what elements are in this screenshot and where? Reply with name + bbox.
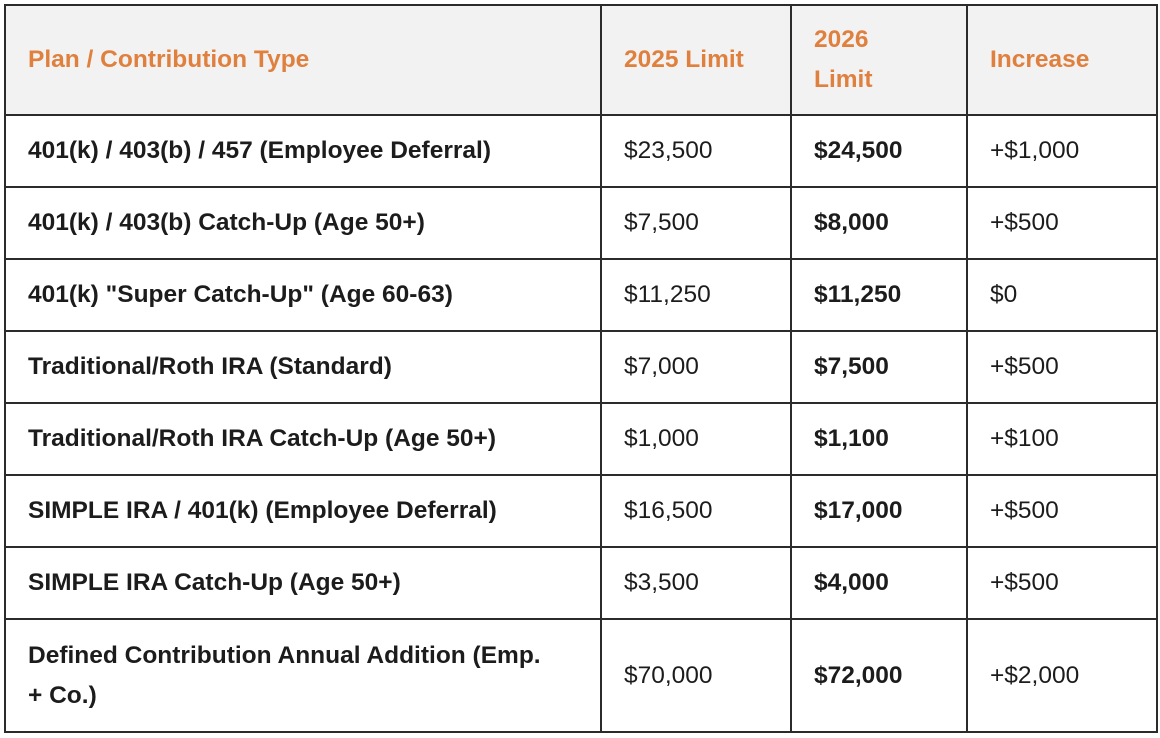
table-row: SIMPLE IRA / 401(k) (Employee Deferral) … xyxy=(4,474,1158,548)
cell-2025-limit: $1,000 xyxy=(600,402,792,476)
cell-increase: $0 xyxy=(966,258,1158,332)
header-2025-limit: 2025 Limit xyxy=(600,4,792,116)
cell-2026-limit: $4,000 xyxy=(790,546,968,620)
table-row: Traditional/Roth IRA Catch-Up (Age 50+) … xyxy=(4,402,1158,476)
cell-2025-limit: $16,500 xyxy=(600,474,792,548)
table-row: 401(k) / 403(b) / 457 (Employee Deferral… xyxy=(4,114,1158,188)
header-2025-limit-label: 2025 Limit xyxy=(624,46,744,73)
table-row: Defined Contribution Annual Addition (Em… xyxy=(4,618,1158,733)
cell-increase: +$500 xyxy=(966,186,1158,260)
cell-2026-limit: $17,000 xyxy=(790,474,968,548)
cell-increase: +$500 xyxy=(966,330,1158,404)
header-plan-type: Plan / Contribution Type xyxy=(4,4,602,116)
cell-2026-limit: $8,000 xyxy=(790,186,968,260)
table-row: 401(k) "Super Catch-Up" (Age 60-63) $11,… xyxy=(4,258,1158,332)
header-increase: Increase xyxy=(966,4,1158,116)
cell-2026-limit: $7,500 xyxy=(790,330,968,404)
cell-plan-type: SIMPLE IRA / 401(k) (Employee Deferral) xyxy=(4,474,602,548)
cell-plan-type: SIMPLE IRA Catch-Up (Age 50+) xyxy=(4,546,602,620)
header-2026-limit: 2026 Limit xyxy=(790,4,968,116)
cell-plan-type-text: Defined Contribution Annual Addition (Em… xyxy=(28,641,541,709)
cell-plan-type: Traditional/Roth IRA (Standard) xyxy=(4,330,602,404)
cell-increase: +$1,000 xyxy=(966,114,1158,188)
table-row: SIMPLE IRA Catch-Up (Age 50+) $3,500 $4,… xyxy=(4,546,1158,620)
table-header: Plan / Contribution Type 2025 Limit 2026… xyxy=(4,4,1158,116)
table-row: Traditional/Roth IRA (Standard) $7,000 $… xyxy=(4,330,1158,404)
cell-plan-type: Defined Contribution Annual Addition (Em… xyxy=(4,618,602,733)
contribution-limits-table: Plan / Contribution Type 2025 Limit 2026… xyxy=(4,4,1158,733)
cell-increase: +$2,000 xyxy=(966,618,1158,733)
cell-increase: +$100 xyxy=(966,402,1158,476)
contribution-limits-table-wrapper: Plan / Contribution Type 2025 Limit 2026… xyxy=(4,4,1158,733)
table-row: 401(k) / 403(b) Catch-Up (Age 50+) $7,50… xyxy=(4,186,1158,260)
cell-2026-limit: $72,000 xyxy=(790,618,968,733)
cell-plan-type: 401(k) "Super Catch-Up" (Age 60-63) xyxy=(4,258,602,332)
cell-2025-limit: $70,000 xyxy=(600,618,792,733)
cell-2025-limit: $7,000 xyxy=(600,330,792,404)
cell-increase: +$500 xyxy=(966,546,1158,620)
cell-plan-type: 401(k) / 403(b) Catch-Up (Age 50+) xyxy=(4,186,602,260)
cell-plan-type: Traditional/Roth IRA Catch-Up (Age 50+) xyxy=(4,402,602,476)
cell-2026-limit: $24,500 xyxy=(790,114,968,188)
cell-2025-limit: $23,500 xyxy=(600,114,792,188)
header-increase-label: Increase xyxy=(990,46,1090,73)
cell-2025-limit: $3,500 xyxy=(600,546,792,620)
header-2026-limit-label: 2026 Limit xyxy=(814,26,873,93)
cell-plan-type: 401(k) / 403(b) / 457 (Employee Deferral… xyxy=(4,114,602,188)
cell-increase: +$500 xyxy=(966,474,1158,548)
cell-2025-limit: $11,250 xyxy=(600,258,792,332)
cell-2025-limit: $7,500 xyxy=(600,186,792,260)
cell-2026-limit: $11,250 xyxy=(790,258,968,332)
cell-2026-limit: $1,100 xyxy=(790,402,968,476)
table-body: 401(k) / 403(b) / 457 (Employee Deferral… xyxy=(4,114,1158,733)
header-plan-type-label: Plan / Contribution Type xyxy=(28,46,310,73)
header-row: Plan / Contribution Type 2025 Limit 2026… xyxy=(4,4,1158,116)
